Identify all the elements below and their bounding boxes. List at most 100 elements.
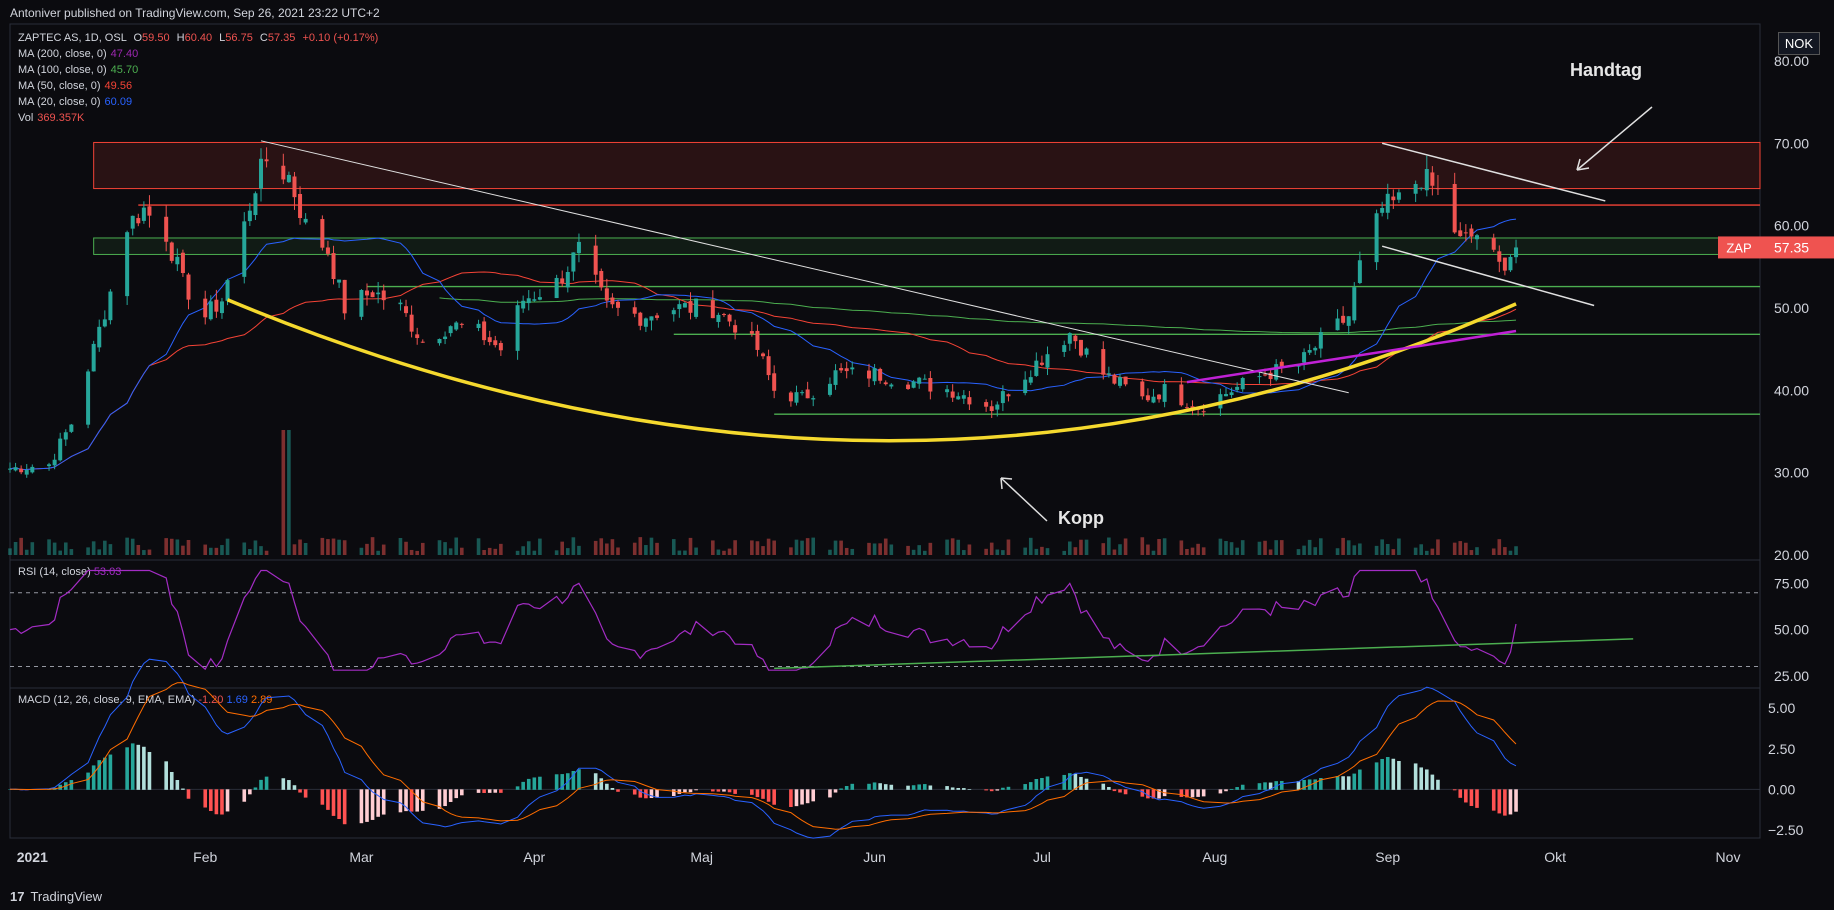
volume-bar	[526, 541, 531, 555]
x-tick-label: Jun	[863, 849, 886, 865]
candle-body	[1514, 247, 1519, 258]
volume-bar	[1380, 539, 1384, 555]
volume-bar	[30, 542, 35, 555]
candle-body	[716, 314, 721, 322]
price-tick-label: 20.00	[1774, 547, 1809, 563]
volume-bar	[1430, 548, 1435, 555]
volume-bar	[649, 537, 654, 555]
price-tick-label: 40.00	[1774, 382, 1809, 398]
macd-hist-bar	[365, 789, 369, 822]
candle-body	[331, 253, 336, 280]
volume-bar	[711, 540, 715, 555]
price-tag-value-box	[1760, 236, 1834, 259]
price-tick-label: 60.00	[1774, 218, 1809, 234]
macd-hist-value: -1.20	[198, 694, 224, 706]
candle-body	[928, 378, 933, 392]
candle-body	[604, 288, 609, 301]
macd-hist-bar	[376, 789, 380, 817]
candle-body	[320, 219, 325, 248]
macd-hist-bar	[169, 771, 174, 790]
high-label: H	[176, 32, 185, 44]
macd-hist-bar	[1436, 779, 1440, 790]
candle-body	[125, 232, 130, 297]
macd-hist-bar	[1229, 788, 1234, 790]
candle-body	[86, 371, 91, 425]
candle-body	[1346, 316, 1351, 326]
volume-bar	[359, 547, 364, 555]
volume-bar	[1006, 539, 1011, 555]
macd-hist-bar	[381, 789, 386, 815]
candle-body	[554, 277, 559, 299]
macd-hist-bar	[1296, 781, 1301, 790]
x-tick-label: Mar	[349, 849, 373, 865]
candle-body	[1162, 384, 1167, 402]
rsi-value: 53.03	[93, 566, 122, 578]
macd-hist-bar	[1107, 787, 1111, 790]
macd-hist-bar	[1391, 758, 1396, 790]
candle-body	[24, 470, 29, 475]
candle-body	[1039, 362, 1044, 365]
macd-hist-bar	[554, 774, 559, 790]
candle-body	[1296, 365, 1301, 367]
price-chart[interactable]: 80.00 70.00 60.00 50.00 40.00 30.00 20.00 75.00…	[0, 0, 1834, 880]
candle-body	[242, 221, 247, 277]
candle-body	[643, 318, 648, 327]
legend-ma200: MA (200, close, 0) 47.40	[18, 46, 138, 62]
currency-button[interactable]: NOK	[1777, 32, 1820, 55]
volume-bar	[683, 550, 687, 555]
macd-hist-bar	[711, 789, 715, 792]
macd-hist-bar	[220, 789, 224, 815]
macd-hist-bar	[1218, 789, 1223, 794]
volume-bar	[772, 540, 776, 555]
volume-bar	[839, 540, 843, 555]
volume-bar	[750, 540, 754, 555]
ma200-line	[1186, 329, 1517, 384]
macd-hist-bar	[867, 783, 871, 790]
volume-bar	[532, 550, 537, 555]
candle-body	[677, 304, 682, 310]
candle-body	[1106, 373, 1111, 375]
volume-bar	[264, 550, 269, 555]
footer-brand: TradingView	[30, 889, 103, 904]
macd-hist-bar	[320, 789, 325, 805]
candle-body	[398, 302, 403, 305]
volume-bar	[962, 550, 966, 555]
volume-bar	[1062, 550, 1067, 555]
macd-hist-bar	[1335, 776, 1340, 790]
macd-hist-bar	[203, 789, 208, 808]
volume-bar	[1079, 539, 1083, 555]
candle-body	[956, 396, 961, 400]
volume-bar	[928, 542, 933, 555]
candle-body	[1062, 345, 1067, 352]
macd-hist-bar	[906, 785, 910, 790]
macd-hist-bar	[1469, 789, 1474, 806]
candle-body	[1413, 183, 1418, 194]
volume-bar	[565, 548, 570, 555]
candle-body	[649, 316, 654, 321]
macd-hist-bar	[181, 788, 185, 790]
volume-bar	[1296, 549, 1301, 555]
candle-body	[794, 392, 799, 403]
macd-hist-bar	[928, 785, 933, 790]
volume-bar	[956, 539, 961, 555]
candle-body	[1341, 315, 1346, 323]
legend-ma20: MA (20, close, 0) 60.09	[18, 94, 132, 110]
macd-hist-bar	[1341, 776, 1345, 790]
macd-hist-bar	[922, 784, 927, 790]
volume-bar	[1268, 549, 1273, 555]
volume-bar	[911, 549, 916, 555]
macd-hist-bar	[844, 786, 849, 790]
ma20-value: 60.09	[104, 96, 133, 108]
candle-body	[1469, 228, 1474, 237]
macd-hist-bar	[1023, 784, 1027, 790]
volume-bar	[1475, 547, 1479, 555]
candle-body	[1240, 378, 1245, 390]
volume-bar	[632, 542, 637, 555]
open-value: 59.50	[142, 32, 170, 44]
macd-hist-bar	[303, 789, 308, 798]
candle-body	[1084, 348, 1089, 355]
macd-hist-bar	[404, 789, 408, 812]
macd-hist-bar	[1307, 779, 1312, 790]
volume-bar	[1374, 545, 1379, 555]
macd-hist-bar	[1179, 789, 1184, 797]
